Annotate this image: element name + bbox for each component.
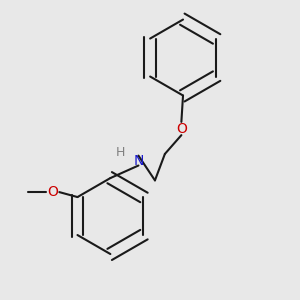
Text: N: N bbox=[133, 154, 144, 168]
Text: O: O bbox=[47, 185, 58, 199]
Text: O: O bbox=[176, 122, 187, 136]
Text: H: H bbox=[116, 146, 125, 159]
